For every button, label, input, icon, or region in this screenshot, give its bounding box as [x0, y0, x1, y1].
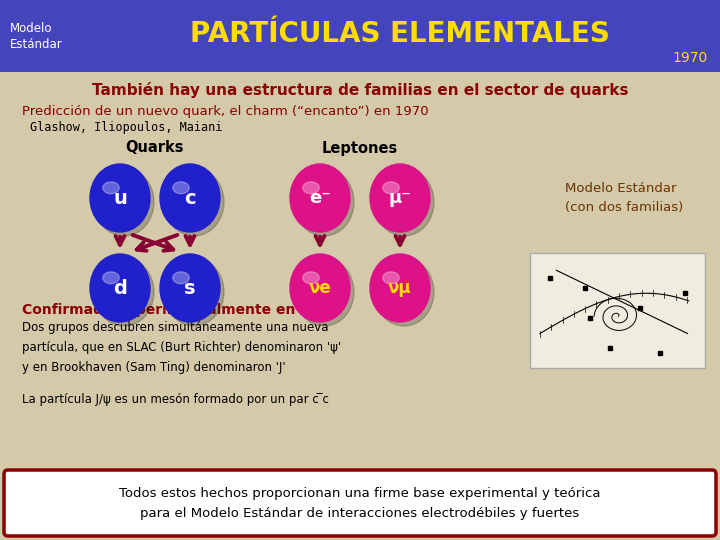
Ellipse shape [374, 168, 434, 236]
FancyBboxPatch shape [530, 253, 705, 368]
Ellipse shape [302, 272, 319, 284]
Bar [0, 0, 720, 72]
Text: Predicción de un nuevo quark, el charm (“encanto”) en 1970: Predicción de un nuevo quark, el charm (… [22, 105, 428, 118]
Ellipse shape [294, 258, 354, 326]
Text: e⁻: e⁻ [309, 189, 331, 207]
Text: Quarks: Quarks [126, 140, 184, 156]
Text: Glashow, Iliopoulos, Maiani: Glashow, Iliopoulos, Maiani [30, 122, 222, 134]
Ellipse shape [164, 258, 224, 326]
Ellipse shape [164, 168, 224, 236]
Ellipse shape [173, 272, 189, 284]
Text: La partícula J/ψ es un mesón formado por un par c ̅c: La partícula J/ψ es un mesón formado por… [22, 394, 329, 407]
Text: νe: νe [309, 279, 331, 297]
Ellipse shape [374, 258, 434, 326]
Ellipse shape [160, 164, 220, 232]
Text: d: d [113, 279, 127, 298]
Ellipse shape [94, 168, 154, 236]
Ellipse shape [290, 254, 350, 322]
Text: u: u [113, 188, 127, 207]
Ellipse shape [383, 182, 400, 194]
Text: También hay una estructura de familias en el sector de quarks: También hay una estructura de familias e… [91, 82, 629, 98]
Text: c: c [184, 188, 196, 207]
Text: Modelo
Estándar: Modelo Estándar [10, 22, 63, 51]
Text: Todos estos hechos proporcionan una firme base experimental y teórica
para el Mo: Todos estos hechos proporcionan una firm… [120, 487, 600, 519]
Ellipse shape [370, 164, 430, 232]
Ellipse shape [383, 272, 400, 284]
Ellipse shape [90, 254, 150, 322]
Ellipse shape [94, 258, 154, 326]
Ellipse shape [173, 182, 189, 194]
Ellipse shape [290, 164, 350, 232]
Text: 1970: 1970 [672, 51, 708, 65]
Text: μ⁻: μ⁻ [389, 189, 411, 207]
Text: PARTÍCULAS ELEMENTALES: PARTÍCULAS ELEMENTALES [190, 20, 610, 48]
Ellipse shape [302, 182, 319, 194]
Text: Modelo Estándar
(con dos familias): Modelo Estándar (con dos familias) [565, 182, 683, 214]
Ellipse shape [370, 254, 430, 322]
FancyBboxPatch shape [4, 470, 716, 536]
Ellipse shape [160, 254, 220, 322]
Text: Dos grupos descubren simultáneamente una nueva
partícula, que en SLAC (Burt Rich: Dos grupos descubren simultáneamente una… [22, 321, 341, 375]
Text: Confirmada experimentalmente en 1974: Confirmada experimentalmente en 1974 [22, 303, 339, 317]
Ellipse shape [103, 272, 120, 284]
Text: Leptones: Leptones [322, 140, 398, 156]
Text: νμ: νμ [388, 279, 412, 297]
Ellipse shape [90, 164, 150, 232]
Ellipse shape [294, 168, 354, 236]
Ellipse shape [103, 182, 120, 194]
Text: s: s [184, 279, 196, 298]
